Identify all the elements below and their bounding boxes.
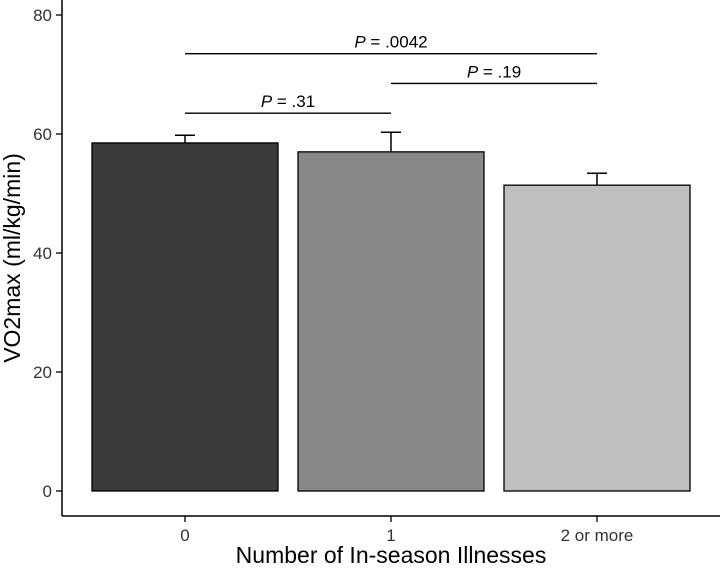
p-value: = .0042 (366, 33, 428, 52)
p-symbol: P (261, 92, 273, 111)
p-symbol: P (467, 62, 479, 81)
y-tick-label: 0 (43, 482, 52, 501)
y-tick-label: 40 (33, 244, 52, 263)
x-tick-label: 2 or more (561, 526, 634, 545)
y-axis-title: VO2max (ml/kg/min) (0, 153, 25, 363)
x-tick-label: 0 (180, 526, 189, 545)
y-tick-label: 20 (33, 363, 52, 382)
x-ticks-group: 0 1 2 or more (180, 516, 633, 545)
p-value: = .19 (478, 62, 521, 81)
p-value-label: P = .31 (261, 92, 315, 111)
p-value-label: P = .19 (467, 62, 521, 81)
bars-group (91, 142, 691, 492)
comparisons-group: P = .31P = .19P = .0042 (185, 33, 597, 114)
p-value-label: P = .0042 (354, 33, 427, 52)
y-tick-label: 60 (33, 125, 52, 144)
p-symbol: P (354, 33, 366, 52)
bar-2-or-more (503, 184, 691, 492)
p-value: = .31 (272, 92, 315, 111)
x-tick-label: 1 (386, 526, 395, 545)
bar-1 (297, 151, 485, 492)
error-bars-group (175, 131, 607, 186)
x-axis-title: Number of In-season Illnesses (236, 542, 547, 568)
bar-0 (91, 142, 279, 492)
y-ticks-group: 0 20 40 60 80 (33, 6, 62, 501)
y-tick-label: 80 (33, 6, 52, 25)
